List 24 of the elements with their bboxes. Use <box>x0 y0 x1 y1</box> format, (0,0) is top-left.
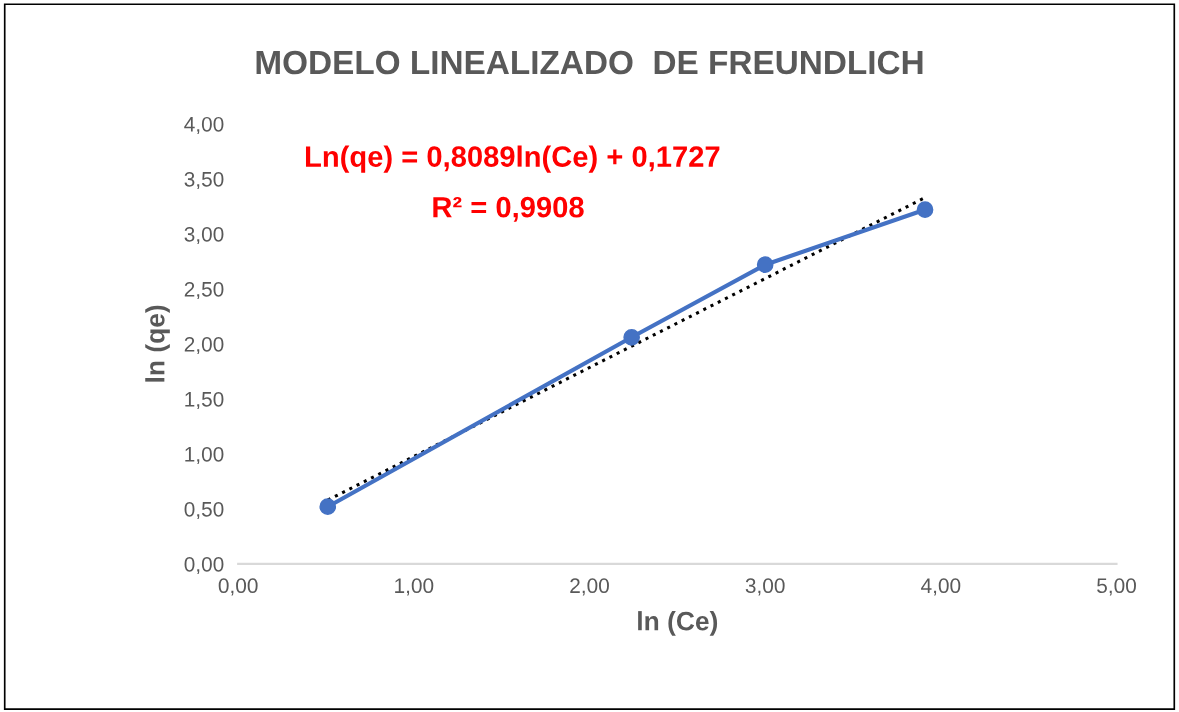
y-tick-label: 3,50 <box>184 171 224 190</box>
point <box>916 201 934 219</box>
x-tick-label: 1,00 <box>395 578 434 596</box>
x-axis-title: ln (Ce) <box>638 611 718 636</box>
y-tick-label: 2,00 <box>184 336 224 355</box>
x-tick-label: 3,00 <box>745 578 785 596</box>
y-tick-label: 0,00 <box>184 556 224 575</box>
y-tick-label: 0,50 <box>184 501 224 520</box>
chart-title: MODELO LINEALIZADO DE FREUNDLICH <box>256 50 923 75</box>
annotation: Ln(qe) = 0,8089ln(Ce) + 0,1727 <box>305 145 720 173</box>
annotation: R² = 0,9908 <box>433 196 584 222</box>
x-tick-label: 4,00 <box>921 578 961 596</box>
x-tick-label: 0,00 <box>218 578 258 596</box>
x-tick-label: 5,00 <box>1097 578 1136 596</box>
y-tick-label: 3,00 <box>184 226 224 245</box>
y-tick-label: 1,50 <box>185 391 224 410</box>
point <box>756 256 774 274</box>
x-tick-label: 2,00 <box>570 578 609 596</box>
y-tick-label: 1,00 <box>185 446 224 465</box>
y-tick-label: 4,00 <box>184 116 224 135</box>
point <box>319 498 337 516</box>
y-tick-label: 2,50 <box>184 281 224 300</box>
y-axis-title: ln (qe) <box>145 305 170 382</box>
point <box>623 328 640 346</box>
